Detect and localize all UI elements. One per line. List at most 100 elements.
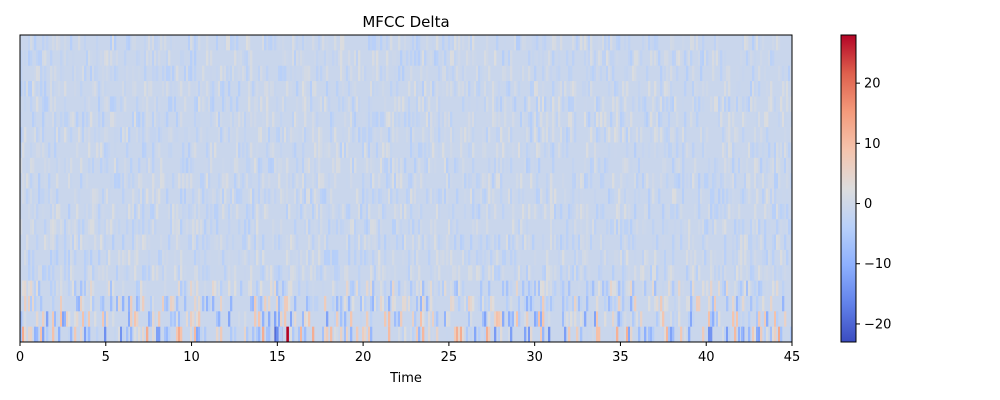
- heatmap-cell: [292, 35, 295, 51]
- heatmap-cell: [230, 35, 233, 51]
- heatmap-cell: [682, 157, 685, 174]
- heatmap-cell: [320, 127, 323, 143]
- heatmap-cell: [122, 295, 125, 312]
- heatmap-cell: [450, 173, 453, 189]
- heatmap-cell: [524, 203, 527, 220]
- heatmap-cell: [186, 127, 189, 143]
- heatmap-cell: [742, 65, 745, 82]
- heatmap-cell: [552, 35, 555, 51]
- heatmap-cell: [306, 157, 309, 174]
- heatmap-cell: [656, 142, 659, 158]
- heatmap-cell: [528, 203, 531, 220]
- heatmap-cell: [192, 157, 195, 174]
- heatmap-cell: [648, 81, 651, 97]
- heatmap-cell: [288, 203, 291, 220]
- heatmap-cell: [638, 127, 641, 143]
- heatmap-cell: [510, 188, 513, 204]
- heatmap-cell: [232, 65, 235, 82]
- heatmap-cell: [350, 127, 353, 143]
- heatmap-cell: [614, 249, 617, 266]
- heatmap-cell: [214, 142, 217, 158]
- heatmap-cell: [446, 65, 449, 82]
- heatmap-cell: [670, 203, 673, 220]
- heatmap-cell: [420, 219, 423, 235]
- heatmap-cell: [692, 157, 695, 174]
- heatmap-cell: [196, 203, 199, 220]
- heatmap-cell: [760, 326, 763, 342]
- heatmap-cell: [430, 111, 433, 128]
- heatmap-cell: [102, 65, 105, 82]
- heatmap-cell: [414, 311, 417, 327]
- heatmap-cell: [134, 249, 137, 266]
- heatmap-cell: [204, 157, 207, 174]
- heatmap-cell: [722, 188, 725, 204]
- heatmap-cell: [194, 326, 197, 342]
- heatmap-cell: [366, 234, 369, 250]
- heatmap-cell: [746, 50, 749, 66]
- heatmap-cell: [40, 203, 43, 220]
- heatmap-cell: [104, 50, 107, 66]
- heatmap-cell: [746, 35, 749, 51]
- heatmap-cell: [36, 96, 39, 112]
- heatmap-cell: [608, 295, 611, 312]
- heatmap-cell: [530, 127, 533, 143]
- heatmap-cell: [344, 311, 347, 327]
- heatmap-cell: [762, 142, 765, 158]
- heatmap-cell: [320, 219, 323, 235]
- heatmap-cell: [420, 142, 423, 158]
- heatmap-cell: [596, 127, 599, 143]
- heatmap-cell: [670, 35, 673, 51]
- heatmap-cell: [174, 96, 177, 112]
- heatmap-cell: [408, 173, 411, 189]
- heatmap-cell: [20, 65, 23, 82]
- heatmap-cell: [140, 295, 143, 312]
- heatmap-cell: [548, 326, 551, 342]
- heatmap-cell: [438, 96, 441, 112]
- heatmap-cell: [370, 311, 373, 327]
- heatmap-cell: [462, 157, 465, 174]
- heatmap-cell: [130, 311, 133, 327]
- heatmap-cell: [630, 280, 633, 296]
- heatmap-cell: [274, 35, 277, 51]
- heatmap-cell: [570, 111, 573, 128]
- heatmap-cell: [442, 188, 445, 204]
- heatmap-cell: [418, 234, 421, 250]
- heatmap-cell: [720, 50, 723, 66]
- heatmap-cell: [372, 111, 375, 128]
- heatmap-cell: [698, 203, 701, 220]
- heatmap-cell: [104, 96, 107, 112]
- heatmap-cell: [580, 188, 583, 204]
- heatmap-cell: [362, 142, 365, 158]
- heatmap-cell: [154, 249, 157, 266]
- heatmap-cell: [220, 234, 223, 250]
- heatmap-cell: [498, 311, 501, 327]
- heatmap-cell: [638, 311, 641, 327]
- heatmap-cell: [216, 65, 219, 82]
- heatmap-cell: [772, 157, 775, 174]
- heatmap-cell: [512, 311, 515, 327]
- heatmap-cell: [304, 65, 307, 82]
- heatmap-cell: [424, 81, 427, 97]
- heatmap-cell: [590, 35, 593, 51]
- heatmap-cell: [352, 219, 355, 235]
- heatmap-cell: [576, 265, 579, 281]
- heatmap-cell: [642, 280, 645, 296]
- heatmap-cell: [438, 127, 441, 143]
- heatmap-cell: [28, 326, 31, 342]
- heatmap-cell: [342, 81, 345, 97]
- heatmap-cell: [586, 280, 589, 296]
- heatmap-cell: [304, 127, 307, 143]
- heatmap-cell: [280, 65, 283, 82]
- heatmap-cell: [538, 311, 541, 327]
- heatmap-cell: [728, 65, 731, 82]
- heatmap-cell: [768, 265, 771, 281]
- heatmap-cell: [194, 142, 197, 158]
- heatmap-cell: [350, 111, 353, 128]
- heatmap-cell: [782, 142, 785, 158]
- heatmap-cell: [30, 326, 33, 342]
- heatmap-cell: [66, 265, 69, 281]
- heatmap-cell: [680, 234, 683, 250]
- heatmap-cell: [690, 311, 693, 327]
- heatmap-cell: [166, 81, 169, 97]
- heatmap-cell: [774, 188, 777, 204]
